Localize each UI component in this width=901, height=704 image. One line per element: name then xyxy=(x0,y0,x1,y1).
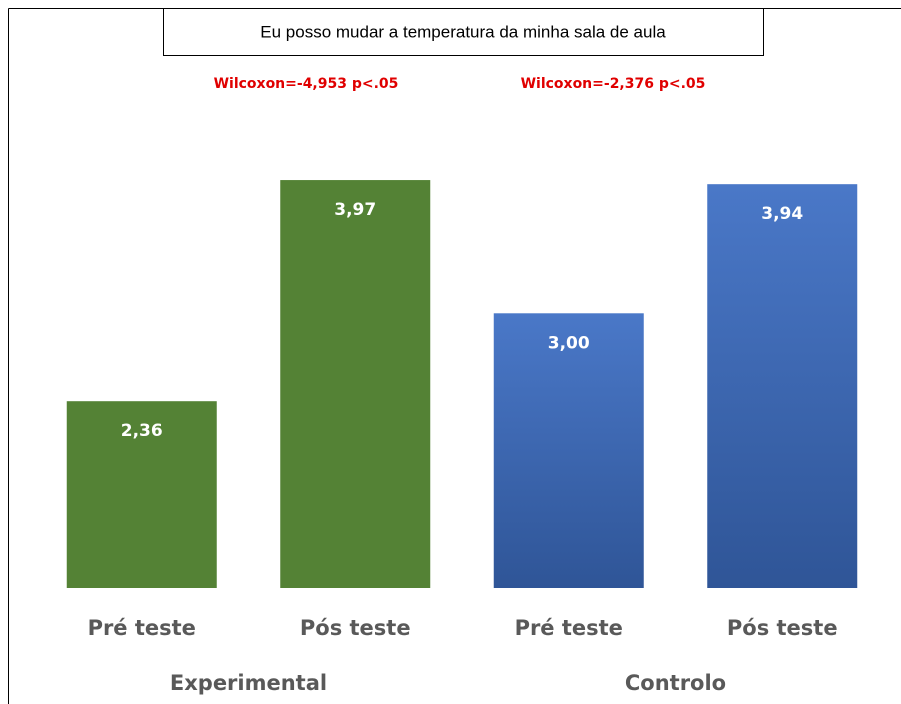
x-tick-label: Pré teste xyxy=(88,616,196,640)
bar xyxy=(66,401,217,588)
x-tick-label: Pré teste xyxy=(515,616,623,640)
annotation: Wilcoxon=-2,376 p<.05 xyxy=(521,76,706,92)
group-label: Controlo xyxy=(625,671,726,695)
value-label: 3,97 xyxy=(334,200,376,220)
value-label: 3,94 xyxy=(761,204,803,224)
annotation: Wilcoxon=-4,953 p<.05 xyxy=(214,76,399,92)
title-box xyxy=(163,8,764,56)
bar xyxy=(707,184,858,588)
value-label: 3,00 xyxy=(548,333,590,353)
value-label: 2,36 xyxy=(121,421,163,441)
x-tick-label: Pós teste xyxy=(300,616,411,640)
group-label: Experimental xyxy=(170,671,327,695)
chart-title: Eu posso mudar a temperatura da minha sa… xyxy=(260,22,666,41)
bar xyxy=(280,180,431,588)
bar xyxy=(493,313,644,588)
x-tick-label: Pós teste xyxy=(727,616,838,640)
